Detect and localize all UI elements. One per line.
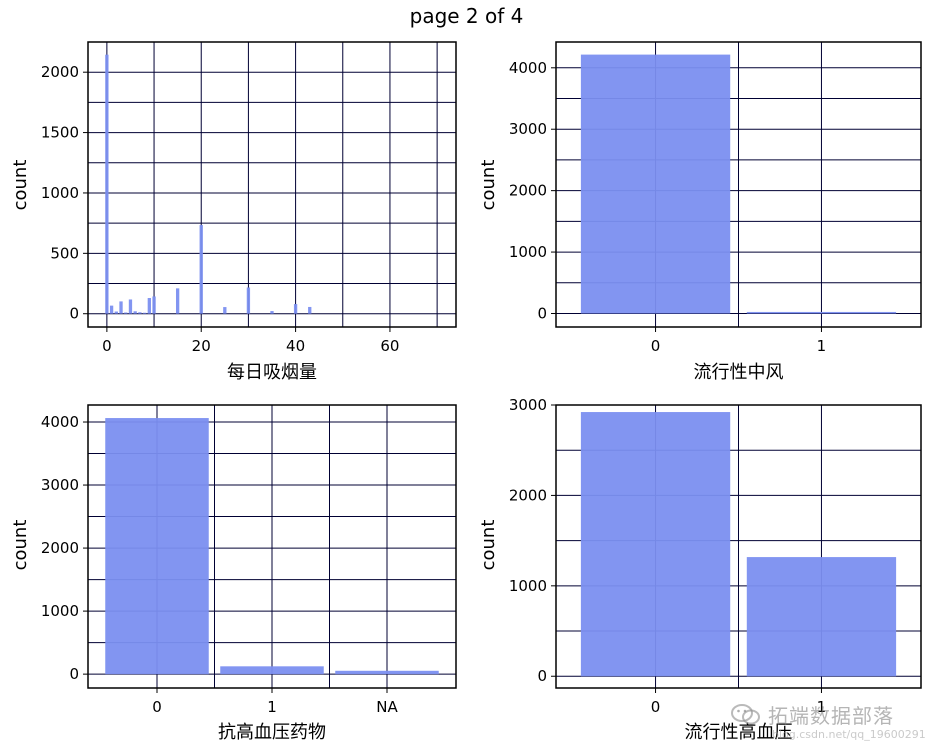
chart-panel-1: 0 500 1000 1500 2000 0 20 40 60 每日吸烟量 count — [10, 41, 457, 383]
bar-10 — [152, 296, 156, 314]
y-tick-label: 3000 — [41, 476, 79, 494]
bar-1 — [746, 557, 897, 677]
chart-panel-3: 0 1000 2000 3000 4000 0 1 NA 抗高血压药物 count — [10, 404, 457, 743]
y-tick-label: 2000 — [41, 63, 79, 81]
y-tick-label: 1000 — [41, 602, 79, 620]
x-tick-label: 1 — [817, 698, 827, 716]
bar-0 — [105, 418, 209, 675]
x-tick-label: 0 — [152, 698, 162, 716]
bar-7 — [138, 312, 142, 314]
bar-4 — [124, 312, 128, 314]
y-tick-label: 3000 — [509, 396, 547, 414]
x-tick-label: 1 — [817, 337, 827, 355]
bar-40 — [293, 304, 298, 314]
page-title: page 2 of 4 — [409, 4, 524, 28]
x-axis-ticks: 0 20 40 60 — [102, 327, 399, 355]
y-axis-ticks: 0 1000 2000 3000 4000 — [509, 59, 556, 322]
x-tick-label: 40 — [286, 337, 305, 355]
bar-15 — [175, 288, 180, 314]
watermark: 拓端数据部落 blog.csdn.net/qq_19600291 — [720, 698, 926, 748]
bar-35 — [270, 311, 274, 314]
y-axis-label: count — [478, 520, 499, 571]
grid-lines — [88, 42, 456, 327]
y-axis-label: count — [10, 160, 31, 211]
bar-43 — [308, 306, 312, 314]
bar-NA — [335, 670, 439, 675]
y-axis-label: count — [10, 520, 31, 571]
y-tick-label: 0 — [69, 305, 79, 323]
x-tick-label: 20 — [192, 337, 211, 355]
bars — [105, 418, 439, 675]
bar-8 — [142, 312, 147, 314]
x-tick-label: 60 — [380, 337, 399, 355]
bar-30 — [246, 287, 251, 314]
y-axis-ticks: 0 1000 2000 3000 4000 — [41, 413, 88, 683]
watermark-subtext: blog.csdn.net/qq_19600291 — [772, 728, 926, 741]
wechat-icon — [731, 704, 760, 725]
y-tick-label: 1500 — [41, 124, 79, 142]
x-tick-label: 0 — [651, 698, 661, 716]
y-tick-label: 4000 — [509, 59, 547, 77]
bar-3 — [119, 301, 123, 314]
x-tick-label: 0 — [102, 337, 112, 355]
watermark-text: 拓端数据部落 — [768, 704, 894, 728]
y-tick-label: 1000 — [41, 184, 79, 202]
y-tick-label: 500 — [50, 244, 79, 262]
y-tick-label: 2000 — [509, 182, 547, 200]
y-tick-label: 0 — [69, 665, 79, 683]
x-tick-label: NA — [376, 698, 398, 716]
x-tick-label: 1 — [267, 698, 277, 716]
plot-frame — [555, 41, 922, 328]
bars — [580, 54, 897, 314]
y-axis-ticks: 0 1000 2000 3000 — [509, 396, 556, 685]
y-tick-label: 0 — [537, 304, 547, 322]
bar-1 — [220, 666, 324, 675]
y-tick-label: 3000 — [509, 120, 547, 138]
y-tick-label: 0 — [537, 667, 547, 685]
bar-25 — [223, 307, 227, 314]
y-tick-label: 1000 — [509, 577, 547, 595]
bar-0 — [105, 54, 109, 314]
bar-0 — [580, 54, 731, 314]
bar-6 — [133, 311, 137, 314]
bar-2 — [114, 311, 118, 314]
y-tick-label: 4000 — [41, 413, 79, 431]
bars — [580, 412, 897, 677]
x-axis-label: 流行性高血压 — [685, 722, 793, 743]
y-tick-label: 2000 — [509, 486, 547, 504]
bar-5 — [128, 299, 133, 314]
bar-1 — [746, 311, 897, 314]
x-axis-label: 每日吸烟量 — [227, 362, 317, 383]
x-axis-ticks: 0 1 NA — [152, 688, 398, 716]
y-tick-label: 1000 — [509, 243, 547, 261]
y-axis-label: count — [478, 160, 499, 211]
bar-0 — [580, 412, 731, 677]
plot-frame — [87, 41, 457, 328]
bar-1 — [109, 305, 114, 314]
x-axis-label: 流行性中风 — [694, 362, 784, 383]
y-tick-label: 2000 — [41, 539, 79, 557]
bar-20 — [199, 225, 203, 314]
bars — [105, 54, 312, 314]
x-axis-label: 抗高血压药物 — [218, 722, 326, 743]
y-axis-ticks: 0 500 1000 1500 2000 — [41, 63, 88, 323]
plot-frame — [555, 404, 922, 689]
bar-9 — [147, 298, 151, 314]
x-tick-label: 0 — [651, 337, 661, 355]
